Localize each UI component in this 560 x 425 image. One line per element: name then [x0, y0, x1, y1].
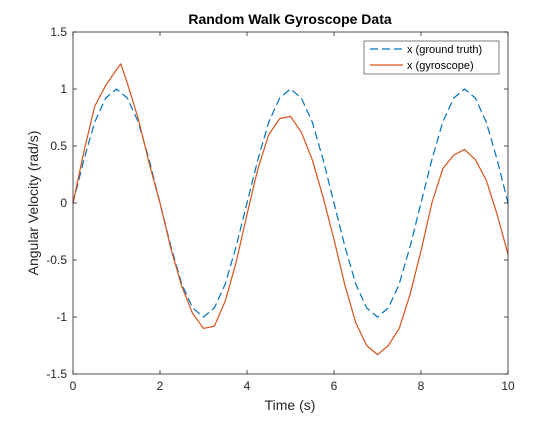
legend-label-ground-truth: x (ground truth) — [407, 44, 482, 56]
legend: x (ground truth) x (gyroscope) — [363, 40, 500, 75]
y-tick-label: -1.5 — [46, 367, 67, 381]
legend-box — [363, 40, 500, 75]
y-tick-label: 1 — [60, 82, 67, 96]
series-line-gyroscope — [72, 63, 509, 356]
x-axis-label: Time (s) — [265, 397, 316, 413]
y-tick-label: 0.5 — [50, 139, 67, 153]
x-tick-label: 6 — [331, 379, 338, 393]
legend-label-gyroscope: x (gyroscope) — [407, 60, 474, 72]
series-layer — [72, 63, 509, 356]
x-tick-label: 8 — [418, 379, 425, 393]
x-tick-label: 0 — [70, 379, 77, 393]
x-tick-label: 4 — [244, 379, 251, 393]
ticks-layer: 0 2 4 6 8 10 -1.5 -1 -0.5 0 0.5 1 1.5 — [46, 25, 515, 393]
y-tick-label: -1 — [56, 310, 67, 324]
x-tick-label: 10 — [501, 379, 515, 393]
y-axis-label: Angular Velocity (rad/s) — [25, 131, 41, 276]
y-tick-label: -0.5 — [46, 253, 67, 267]
plot-area — [73, 32, 508, 374]
chart-title: Random Walk Gyroscope Data — [188, 11, 392, 27]
y-tick-label: 1.5 — [50, 25, 67, 39]
y-tick-label: 0 — [60, 196, 67, 210]
x-tick-label: 2 — [157, 379, 164, 393]
